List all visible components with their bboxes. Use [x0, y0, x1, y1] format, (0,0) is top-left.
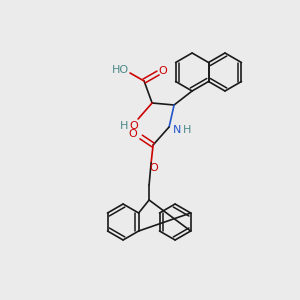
Text: HO: HO [112, 65, 129, 75]
Text: O: O [150, 163, 158, 173]
Text: O: O [159, 66, 167, 76]
Text: H: H [120, 121, 128, 131]
Text: N: N [173, 125, 181, 135]
Text: O: O [130, 121, 139, 131]
Text: O: O [129, 129, 137, 139]
Text: H: H [183, 125, 191, 135]
